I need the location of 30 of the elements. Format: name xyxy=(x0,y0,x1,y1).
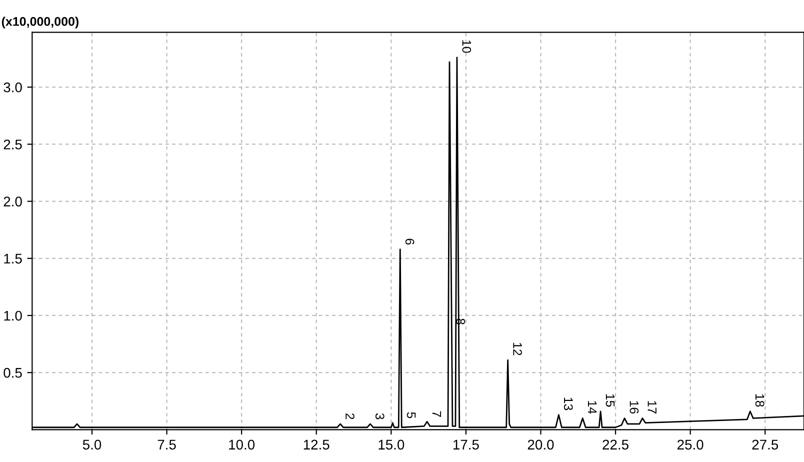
annotation: 7 xyxy=(432,411,442,417)
y-tick-label: 1.5 xyxy=(4,254,22,264)
annotation: 17 xyxy=(648,401,656,414)
annotation: 12 xyxy=(513,342,522,356)
annotation: 16 xyxy=(630,401,639,414)
y-axis-title: (x10,000,000) xyxy=(2,16,79,28)
annotation: 18 xyxy=(755,394,764,407)
annotation: 5 xyxy=(406,412,416,418)
x-tick-label: 27.5 xyxy=(752,440,778,450)
y-tick-label: 1.0 xyxy=(4,310,22,321)
y-tick-label: 3.0 xyxy=(4,82,22,92)
annotation: 15 xyxy=(606,394,615,407)
x-tick-label: 15.0 xyxy=(378,440,404,450)
annotation: 14 xyxy=(588,401,597,414)
y-tick-label: 0.5 xyxy=(4,368,22,378)
annotation: 3 xyxy=(375,413,384,420)
x-tick-label: 20.0 xyxy=(528,440,554,450)
annotation: 13 xyxy=(564,398,573,410)
y-tick-label: 2.5 xyxy=(4,140,22,150)
x-tick-label: 7.5 xyxy=(158,440,176,450)
x-tick-label: 5.0 xyxy=(82,440,102,450)
x-tick-label: 10.0 xyxy=(229,440,255,450)
annotation: 6 xyxy=(405,238,414,245)
x-tick-label: 17.5 xyxy=(453,440,479,450)
x-tick-label: 12.5 xyxy=(304,440,330,450)
x-tick-label: 25.0 xyxy=(678,440,704,450)
annotation: 2 xyxy=(346,413,354,420)
y-tick-label: 2.0 xyxy=(4,196,22,206)
x-tick-label: 22.5 xyxy=(602,440,628,450)
annotation: 10 xyxy=(462,40,472,53)
